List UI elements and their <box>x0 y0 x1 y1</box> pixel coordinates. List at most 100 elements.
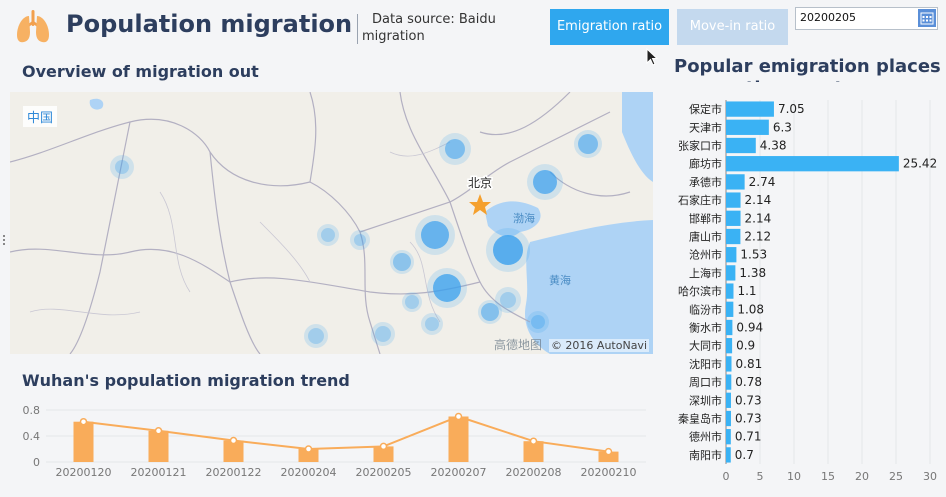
bar-value-label: 0.7 <box>735 448 754 462</box>
trend-bar <box>373 446 394 462</box>
bar-x-tick-label: 5 <box>757 470 764 483</box>
bar-value-label: 1.53 <box>740 248 767 262</box>
bar-category-label: 衡水市 <box>689 321 722 335</box>
trend-bar <box>223 440 244 462</box>
bar-category-label: 沈阳市 <box>689 357 722 371</box>
trend-x-tick-label: 20200204 <box>281 466 337 479</box>
bar-value-label: 1.38 <box>739 266 766 280</box>
date-input-value[interactable]: 20200205 <box>800 11 856 24</box>
bohai-sea-label: 渤海 <box>513 211 535 225</box>
trend-point <box>604 447 613 456</box>
bar-mark <box>726 228 741 245</box>
trend-x-tick-label: 20200122 <box>206 466 262 479</box>
bar-category-label: 张家口市 <box>678 139 722 153</box>
trend-y-tick-label: 0.8 <box>23 404 41 417</box>
bar-mark <box>726 356 732 372</box>
trend-line <box>83 415 609 453</box>
beijing-city-label: 北京 <box>468 176 492 190</box>
bar-mark <box>726 101 774 117</box>
bar-value-label: 1.08 <box>737 302 764 316</box>
bar-category-label: 哈尔滨市 <box>678 284 722 298</box>
bar-x-tick-label: 25 <box>889 470 903 483</box>
bar-mark <box>726 137 756 154</box>
bar-value-label: 0.78 <box>735 375 762 389</box>
map-watermark: 高德地图 <box>494 338 543 352</box>
bar-value-label: 2.12 <box>744 230 771 244</box>
bar-x-tick-label: 30 <box>923 470 937 483</box>
bar-category-label: 德州市 <box>689 430 722 444</box>
bar-value-label: 2.74 <box>749 175 776 189</box>
trend-y-tick-label: 0.4 <box>23 430 41 443</box>
app-title: Population migration <box>66 10 353 38</box>
data-source-line-1: Data source: Baidu <box>372 12 496 27</box>
bar-category-label: 秦皇岛市 <box>678 412 722 426</box>
bar-value-label: 0.81 <box>736 357 763 371</box>
bar-category-label: 临汾市 <box>689 302 722 316</box>
bar-value-label: 1.1 <box>737 284 756 298</box>
bar-mark <box>726 283 734 299</box>
trend-x-tick-label: 20200207 <box>431 466 487 479</box>
trend-point <box>229 436 238 445</box>
trend-bar <box>298 449 319 462</box>
bar-category-label: 大同市 <box>689 339 722 353</box>
bar-value-label: 7.05 <box>778 102 805 116</box>
bar-category-label: 深圳市 <box>689 393 722 407</box>
header-divider <box>357 14 358 44</box>
bar-mark <box>726 392 731 408</box>
migration-map[interactable]: 北京 渤海 黄海 中国 高德地图 © 2016 AutoNavi <box>10 92 653 354</box>
bar-x-tick-label: 15 <box>821 470 835 483</box>
bar-mark <box>726 301 734 317</box>
trend-bar <box>73 421 94 462</box>
emigration-bar-chart: 0 5 10 15 20 25 30 保定市 7.05 天津市 6.3 张家口市 4.38 廊坊市 25.4… <box>678 100 937 483</box>
bar-category-label: 上海市 <box>689 266 722 280</box>
map-section-title: Overview of migration out <box>22 62 259 81</box>
bar-mark <box>726 447 731 463</box>
bar-value-label: 2.14 <box>745 211 772 225</box>
trend-point <box>79 417 88 426</box>
trend-bar <box>148 430 169 462</box>
bar-section-title: Popular emigration places across the cou… <box>674 56 941 82</box>
date-picker[interactable]: 20200205 <box>795 7 938 30</box>
bar-category-label: 唐山市 <box>689 230 722 244</box>
lungs-logo-icon <box>17 10 49 43</box>
bar-mark <box>726 247 737 263</box>
trend-x-tick-label: 20200210 <box>581 466 637 479</box>
bar-category-label: 周口市 <box>689 375 722 389</box>
map-credit: © 2016 AutoNavi <box>548 339 649 352</box>
data-source-text: Data source: Baidu migration <box>362 11 537 45</box>
bar-x-tick-label: 10 <box>787 470 801 483</box>
bar-value-label: 0.94 <box>736 321 763 335</box>
bar-category-label: 邯郸市 <box>689 211 722 225</box>
bar-value-label: 6.3 <box>773 120 792 134</box>
bar-mark <box>726 319 733 336</box>
bar-mark <box>726 192 741 208</box>
yellow-sea-label: 黄海 <box>549 273 571 287</box>
bar-mark <box>726 265 736 281</box>
bar-value-label: 25.42 <box>903 157 937 171</box>
bar-mark <box>726 429 731 445</box>
bar-value-label: 0.73 <box>735 412 762 426</box>
calendar-icon[interactable] <box>918 9 936 27</box>
minor-borders <box>29 141 451 323</box>
move-in-ratio-button[interactable]: Move-in ratio <box>677 9 788 45</box>
mouse-cursor-icon <box>646 48 659 66</box>
beijing-star-icon <box>469 194 491 215</box>
bar-category-label: 承德市 <box>689 175 722 189</box>
bar-mark <box>726 374 732 390</box>
trend-x-tick-label: 20200120 <box>56 466 112 479</box>
bar-category-label: 保定市 <box>689 102 722 116</box>
bar-mark <box>726 210 741 226</box>
bar-value-label: 0.9 <box>736 339 755 353</box>
trend-y-tick-label: 0 <box>33 456 40 469</box>
drag-handle-icon[interactable] <box>2 234 6 246</box>
bar-value-label: 0.73 <box>735 393 762 407</box>
trend-point <box>529 437 538 445</box>
trend-section-title: Wuhan's population migration trend <box>22 371 350 390</box>
trend-x-tick-label: 20200121 <box>131 466 187 479</box>
bar-category-label: 南阳市 <box>689 448 722 462</box>
emigration-ratio-button[interactable]: Emigration ratio <box>550 9 669 45</box>
trend-x-tick-label: 20200208 <box>506 466 562 479</box>
bar-mark <box>726 156 899 172</box>
bar-category-label: 天津市 <box>689 120 722 134</box>
migration-trend-chart: 0 0.4 0.8 20200120 20200121 20200122 20200204 2… <box>23 404 646 479</box>
